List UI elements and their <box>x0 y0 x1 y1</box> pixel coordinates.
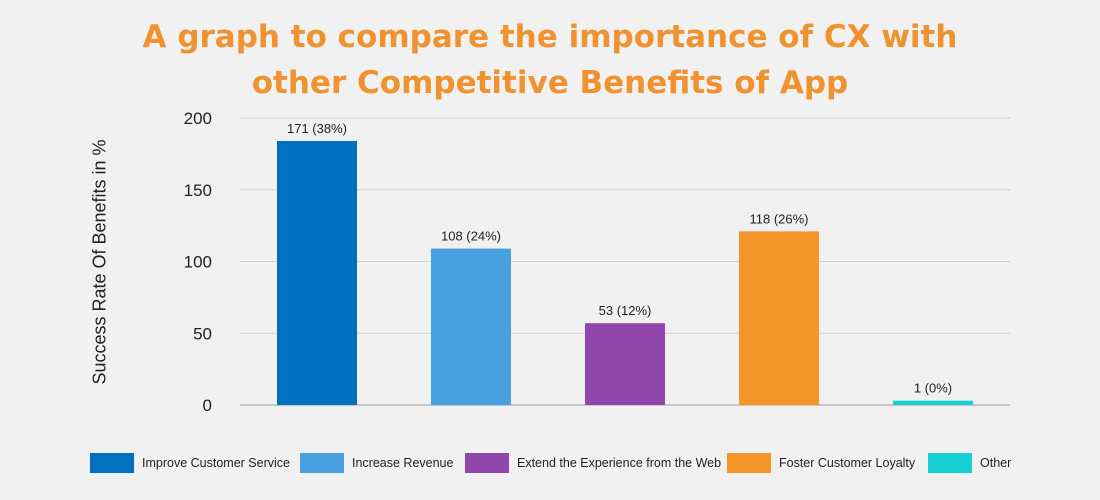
legend-swatch <box>465 453 509 473</box>
bar <box>431 248 511 405</box>
legend-swatch <box>300 453 344 473</box>
legend-swatch <box>90 453 134 473</box>
bar-data-label: 53 (12%) <box>599 303 652 318</box>
legend-item: Improve Customer Service <box>90 453 290 473</box>
y-tick-label: 50 <box>193 324 212 343</box>
legend-swatch <box>928 453 972 473</box>
legend-item: Extend the Experience from the Web <box>465 453 721 473</box>
chart-title-line-1: A graph to compare the importance of CX … <box>142 19 958 55</box>
bar <box>585 323 665 405</box>
legend-label: Other <box>980 456 1012 470</box>
legend-label: Foster Customer Loyalty <box>779 456 916 470</box>
y-tick-label: 150 <box>184 181 212 200</box>
y-tick-label: 0 <box>203 396 212 415</box>
bar-data-label: 1 (0%) <box>914 381 952 396</box>
chart-title: A graph to compare the importance of CX … <box>0 14 1100 106</box>
legend-item: Other <box>928 453 1011 473</box>
bar-data-label: 118 (26%) <box>749 211 808 226</box>
legend-item: Foster Customer Loyalty <box>727 453 915 473</box>
y-tick-label: 200 <box>184 109 212 128</box>
bar-data-label: 108 (24%) <box>441 229 501 244</box>
legend-label: Increase Revenue <box>352 456 454 470</box>
bar-data-label: 171 (38%) <box>287 121 347 136</box>
legend-swatch <box>727 453 771 473</box>
y-tick-label: 100 <box>184 253 212 272</box>
legend-label: Extend the Experience from the Web <box>517 456 722 470</box>
bar <box>893 400 973 405</box>
bar <box>739 231 819 405</box>
bar <box>277 140 357 405</box>
legend-label: Improve Customer Service <box>142 456 290 470</box>
chart-title-line-2: other Competitive Benefits of App <box>251 65 849 101</box>
legend-item: Increase Revenue <box>300 453 453 473</box>
